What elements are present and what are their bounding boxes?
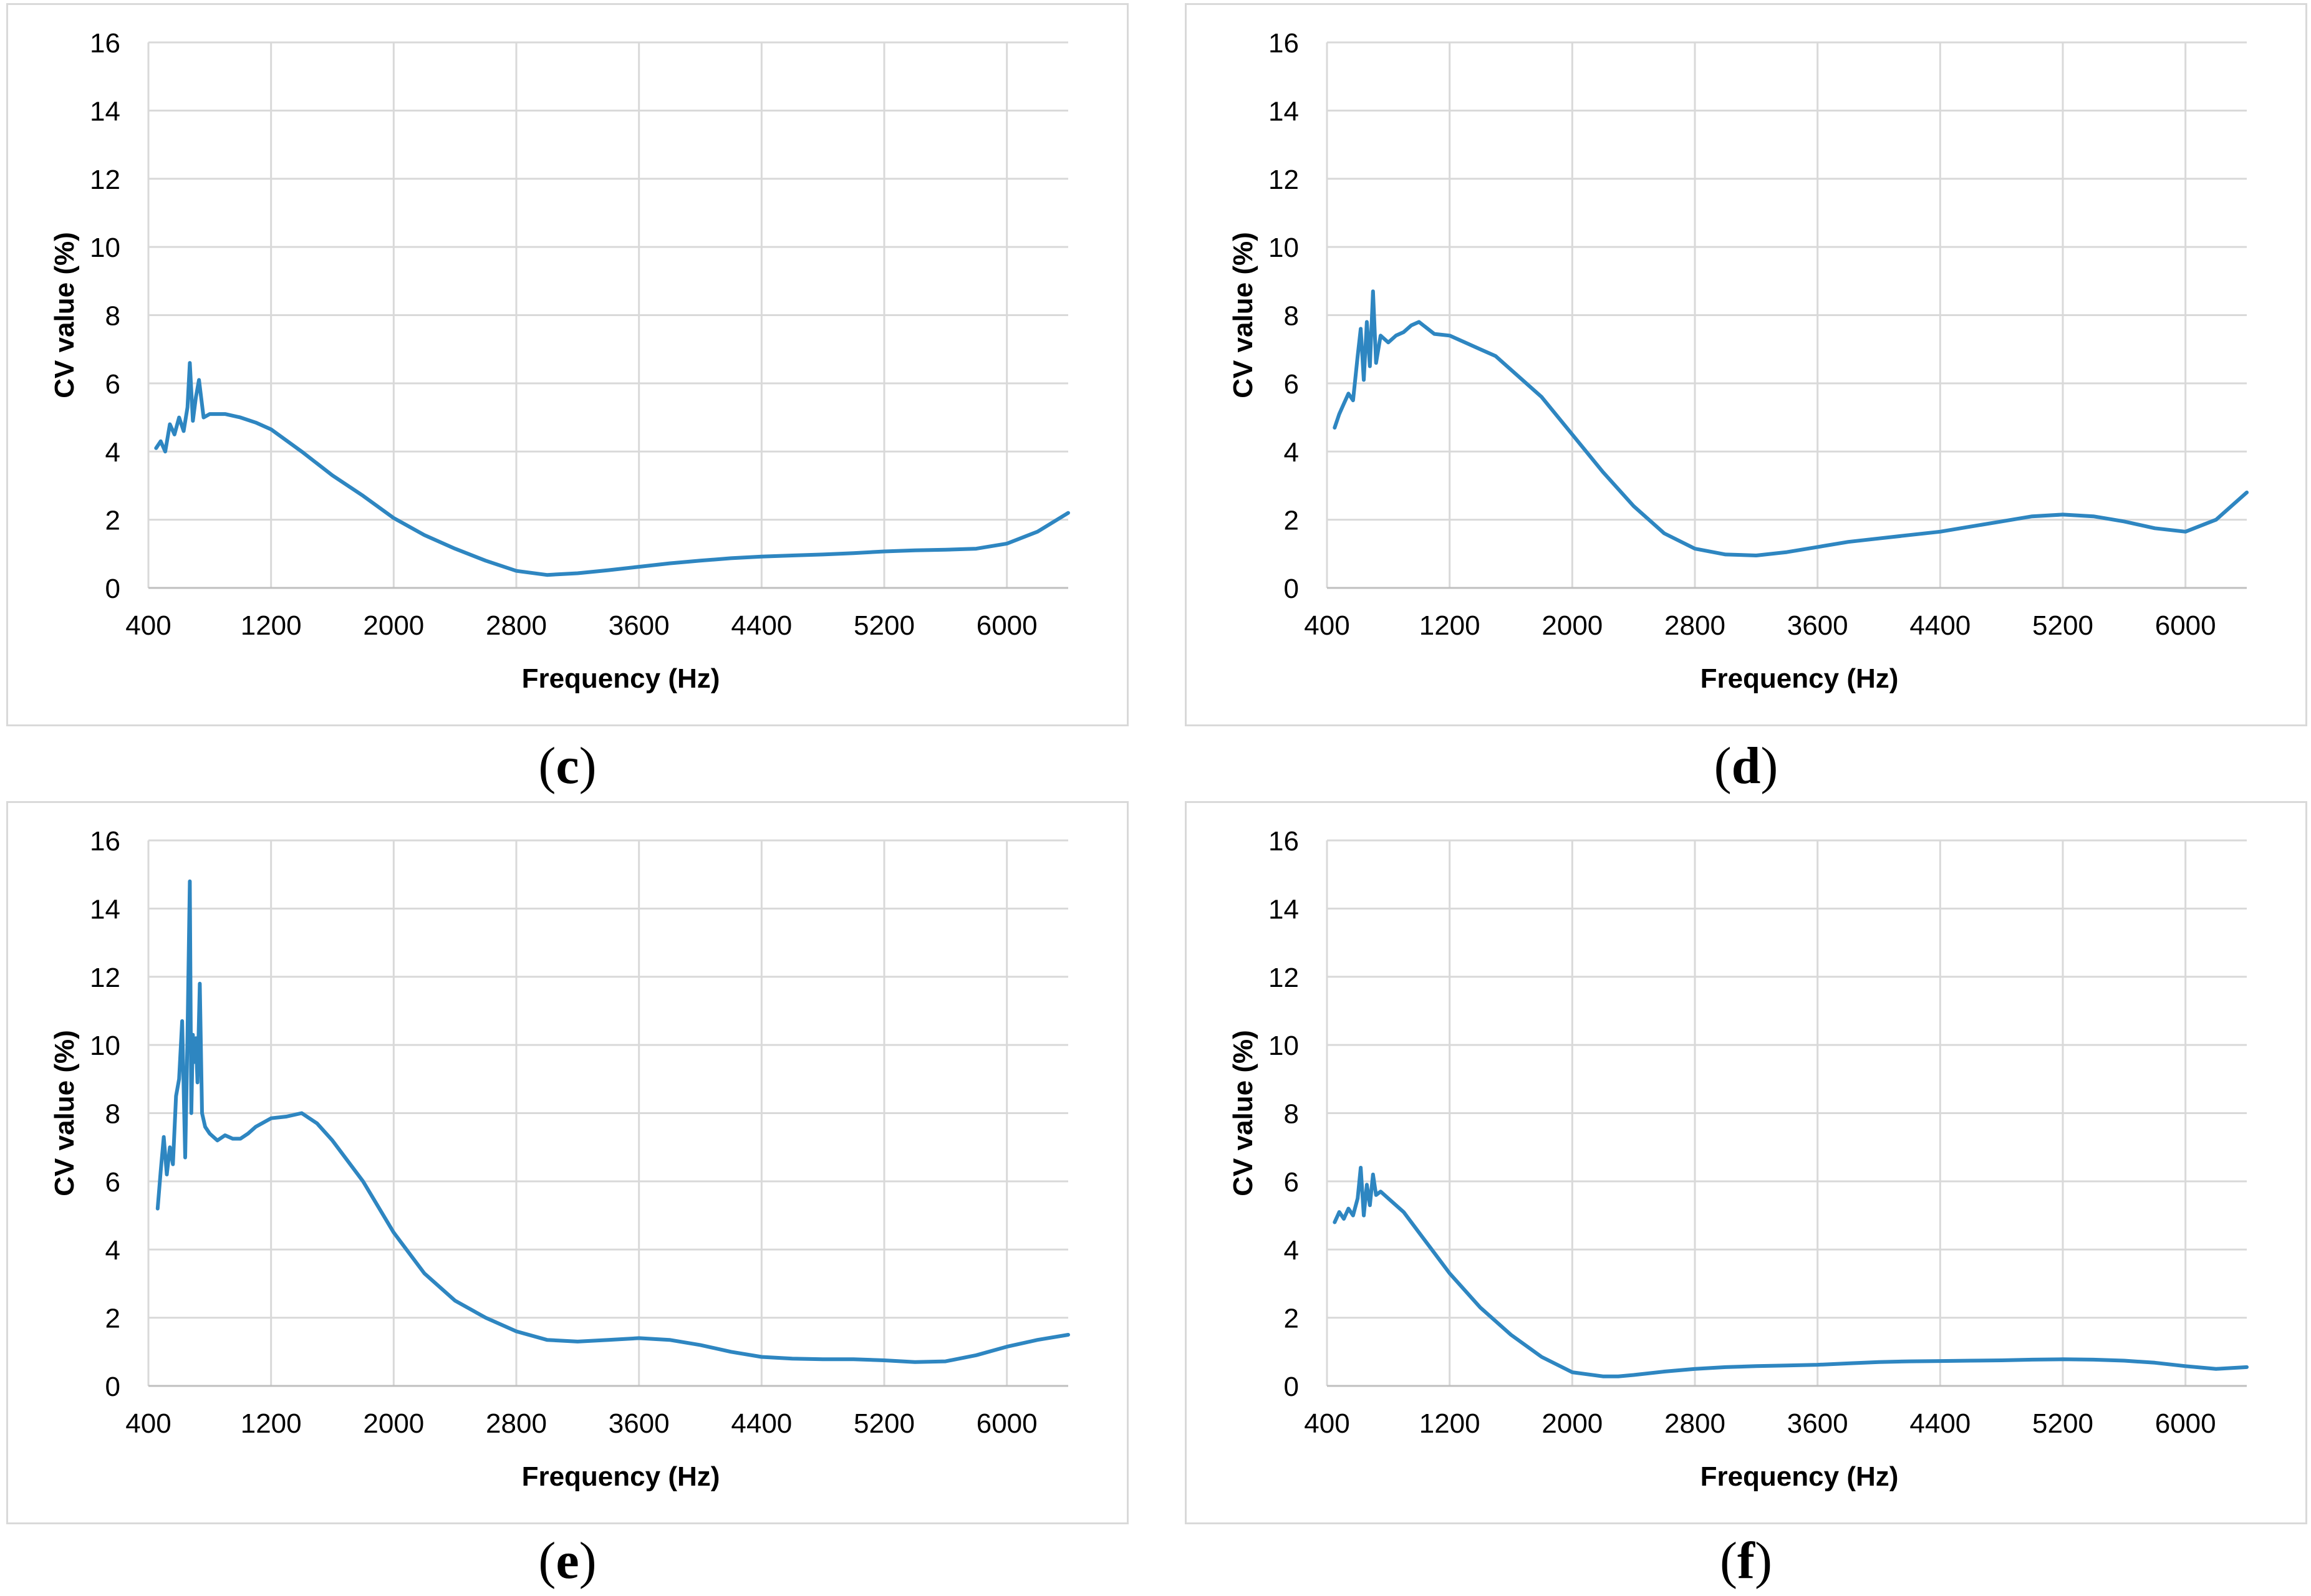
x-tick-label: 6000	[977, 1408, 1038, 1439]
x-tick-label: 2800	[486, 610, 547, 641]
chart-svg: 0 2 4 6 8 10 12 14 16 400 1200 2000 2800 3600 4400 5200…	[1228, 826, 2249, 1492]
x-tick-label: 4400	[731, 610, 792, 641]
y-tick-label: 16	[90, 28, 120, 59]
x-tick-label: 5200	[854, 610, 915, 641]
y-tick-label: 4	[105, 1235, 120, 1266]
x-tick-label: 400	[1304, 610, 1349, 641]
y-tick-label: 6	[1284, 1167, 1299, 1198]
y-tick-label: 2	[105, 1304, 120, 1334]
y-tick-label: 8	[105, 301, 120, 332]
panel-label: d	[1731, 737, 1761, 795]
x-tick-label: 1200	[1419, 610, 1480, 641]
x-tick-label: 6000	[977, 610, 1038, 641]
x-tick-label: 4400	[1909, 610, 1971, 641]
y-tick-label: 4	[105, 437, 120, 468]
x-tick-label: 2000	[1541, 1408, 1603, 1439]
chart-svg: 0 2 4 6 8 10 12 14 16 400 1200 2000 2800 3600 4400 5200…	[49, 28, 1070, 694]
x-tick-label: 2000	[363, 1408, 424, 1439]
y-tick-label: 8	[105, 1099, 120, 1130]
x-tick-label: 1200	[1419, 1408, 1480, 1439]
y-tick-label: 0	[1284, 1372, 1299, 1402]
y-tick-label: 10	[90, 1031, 120, 1061]
y-axis-title: CV value (%)	[49, 232, 80, 398]
y-tick-label: 12	[90, 963, 120, 993]
y-tick-label: 14	[90, 96, 120, 127]
series-line	[154, 361, 1070, 577]
y-tick-label: 16	[1268, 28, 1299, 59]
panel-caption: (f)	[1720, 1532, 1772, 1590]
x-tick-label: 5200	[2032, 610, 2093, 641]
x-tick-label: 400	[125, 610, 171, 641]
x-tick-label: 4400	[731, 1408, 792, 1439]
x-tick-label: 2000	[363, 610, 424, 641]
y-tick-label: 0	[1284, 574, 1299, 604]
y-axis-title: CV value (%)	[1228, 1030, 1258, 1196]
y-tick-label: 6	[105, 1167, 120, 1198]
y-tick-label: 14	[1268, 894, 1299, 925]
series-line	[1333, 289, 2249, 557]
y-tick-label: 12	[1268, 165, 1299, 195]
chart-svg: 0 2 4 6 8 10 12 14 16 400 1200 2000 2800 3600 4400 5200…	[1228, 28, 2249, 694]
x-tick-label: 1200	[241, 1408, 302, 1439]
x-tick-label: 3600	[609, 610, 670, 641]
x-tick-label: 3600	[609, 1408, 670, 1439]
y-tick-label: 16	[90, 826, 120, 857]
x-tick-label: 400	[1304, 1408, 1349, 1439]
x-axis-title: Frequency (Hz)	[522, 663, 720, 694]
x-axis-title: Frequency (Hz)	[522, 1461, 720, 1492]
x-axis-title: Frequency (Hz)	[1701, 1461, 1899, 1492]
chart-svg: 0 2 4 6 8 10 12 14 16 400 1200 2000 2800 3600 4400 5200…	[49, 826, 1070, 1492]
y-tick-label: 14	[1268, 96, 1299, 127]
panel-caption: (c)	[538, 737, 597, 795]
y-tick-label: 4	[1284, 1235, 1299, 1266]
y-tick-label: 0	[105, 1372, 120, 1402]
y-tick-label: 10	[90, 233, 120, 263]
x-tick-label: 3600	[1787, 610, 1848, 641]
x-tick-label: 2800	[486, 1408, 547, 1439]
x-axis-title: Frequency (Hz)	[1701, 663, 1899, 694]
chart-panel-f: 0 2 4 6 8 10 12 14 16 400 1200 2000 2800 3600 4400 5200…	[1185, 801, 2307, 1524]
y-tick-label: 16	[1268, 826, 1299, 857]
y-axis-title: CV value (%)	[49, 1030, 80, 1196]
y-tick-label: 10	[1268, 233, 1299, 263]
y-tick-label: 8	[1284, 301, 1299, 332]
x-tick-label: 2800	[1664, 610, 1725, 641]
panel-label: e	[556, 1532, 579, 1590]
x-tick-label: 1200	[241, 610, 302, 641]
y-tick-label: 2	[105, 506, 120, 536]
panel-label: c	[556, 737, 579, 795]
x-tick-label: 2800	[1664, 1408, 1725, 1439]
y-tick-label: 0	[105, 574, 120, 604]
x-tick-label: 5200	[854, 1408, 915, 1439]
y-tick-label: 2	[1284, 506, 1299, 536]
y-tick-label: 6	[1284, 369, 1299, 400]
y-tick-label: 8	[1284, 1099, 1299, 1130]
series-line	[155, 879, 1070, 1364]
x-tick-label: 5200	[2032, 1408, 2093, 1439]
x-tick-label: 6000	[2155, 1408, 2216, 1439]
y-tick-label: 10	[1268, 1031, 1299, 1061]
panel-caption: (e)	[538, 1532, 597, 1590]
chart-panel-c: 0 2 4 6 8 10 12 14 16 400 1200 2000 2800 3600 4400 5200…	[6, 3, 1129, 726]
panel-caption: (d)	[1714, 737, 1778, 795]
y-tick-label: 2	[1284, 1304, 1299, 1334]
y-tick-label: 14	[90, 894, 120, 925]
x-tick-label: 400	[125, 1408, 171, 1439]
chart-panel-e: 0 2 4 6 8 10 12 14 16 400 1200 2000 2800 3600 4400 5200…	[6, 801, 1129, 1524]
chart-panel-d: 0 2 4 6 8 10 12 14 16 400 1200 2000 2800 3600 4400 5200…	[1185, 3, 2307, 726]
y-axis-title: CV value (%)	[1228, 232, 1258, 398]
x-tick-label: 2000	[1541, 610, 1603, 641]
series-line	[1333, 1166, 2249, 1378]
x-tick-label: 6000	[2155, 610, 2216, 641]
x-tick-label: 3600	[1787, 1408, 1848, 1439]
y-tick-label: 6	[105, 369, 120, 400]
y-tick-label: 12	[90, 165, 120, 195]
panel-label: f	[1737, 1532, 1755, 1590]
y-tick-label: 12	[1268, 963, 1299, 993]
y-tick-label: 4	[1284, 437, 1299, 468]
x-tick-label: 4400	[1909, 1408, 1971, 1439]
